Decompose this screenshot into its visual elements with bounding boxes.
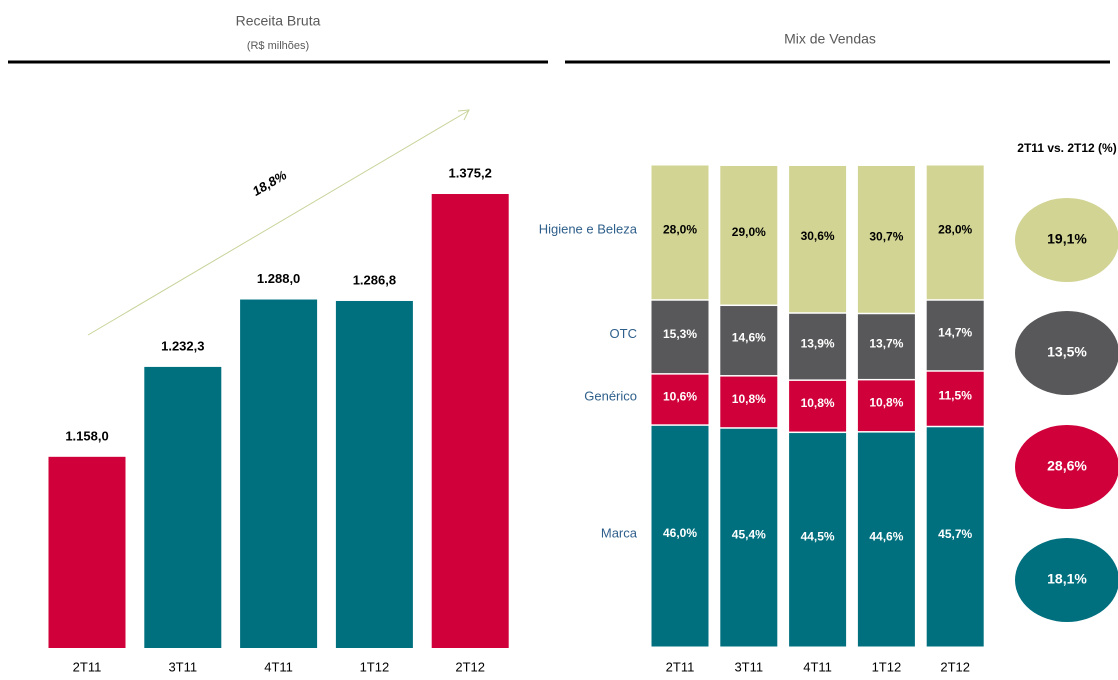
bar-segment [926,300,984,371]
series-label: Marca [601,525,638,540]
bar-segment [789,433,847,647]
bar-segment [651,300,709,374]
growth-annotation: 18,8% [250,167,290,199]
x-tick-label: 1T12 [360,659,390,674]
bar-segment [720,428,778,647]
chart-subtitle: (R$ milhões) [247,40,309,52]
chart-title: Receita Bruta [236,13,321,29]
bar-segment [857,165,915,313]
bar-segment [857,314,915,379]
x-tick-label: 2T11 [73,659,102,674]
bar-segment [926,371,984,426]
value-label: 30,7% [869,229,903,243]
bar-segment [857,380,915,432]
value-label: 1.375,2 [449,165,492,180]
arrow-head [457,109,470,121]
value-label: 1.232,3 [161,338,204,353]
bar-segment [720,306,778,376]
x-tick-label: 1T12 [872,659,902,674]
value-label: 10,6% [663,389,697,403]
series-label: Genérico [584,389,637,404]
x-tick-label: 2T12 [940,659,970,674]
x-tick-label: 3T11 [168,659,197,674]
value-label: 1.288,0 [257,271,300,286]
value-label: 1.286,8 [353,272,396,287]
bar-segment [720,165,778,305]
bar-segment [926,427,984,647]
bar-segment [651,425,709,647]
value-label: 15,3% [663,327,697,341]
change-circle [1015,538,1118,622]
value-label: 45,4% [732,528,766,542]
bar-segment [789,165,847,313]
change-circle [1015,311,1118,395]
bar [335,300,413,648]
bar-segment [651,165,709,300]
value-label: 14,6% [732,330,766,344]
x-tick-label: 3T11 [734,659,763,674]
series-label: OTC [610,326,637,341]
change-circle [1015,425,1118,509]
value-label: 1.158,0 [65,428,108,443]
value-label: 11,5% [939,389,973,403]
value-label: 46,0% [663,526,697,540]
trend-arrow [87,110,469,336]
value-label: 10,8% [801,396,835,410]
bar-segment [789,380,847,432]
bar-segment [789,313,847,380]
value-label: 30,6% [801,229,835,243]
bar [144,366,222,648]
bar-segment [651,374,709,425]
value-label: 13,9% [801,337,835,351]
bar-segment [926,165,984,300]
value-label: 14,7% [938,325,972,339]
value-label: 44,6% [869,529,903,543]
x-tick-label: 4T11 [803,659,832,674]
value-label: 13,7% [869,337,903,351]
chart-title: Mix de Vendas [784,31,876,47]
bar [431,194,509,648]
value-label: 28,0% [938,222,972,236]
series-label: Higiene e Beleza [539,222,638,237]
bar [240,299,318,648]
value-label: 10,8% [869,396,903,410]
bar-segment [857,432,915,647]
change-title: 2T11 vs. 2T12 (%) [1017,141,1117,155]
change-label: 13,5% [1047,344,1087,360]
value-label: 44,5% [801,530,835,544]
bar-segment [720,376,778,428]
value-label: 28,0% [663,222,697,236]
bar [48,456,126,648]
change-label: 18,1% [1047,571,1087,587]
x-tick-label: 2T11 [666,659,695,674]
change-label: 28,6% [1047,458,1087,474]
x-tick-label: 4T11 [264,659,293,674]
value-label: 45,7% [938,527,972,541]
value-label: 29,0% [732,225,766,239]
change-label: 19,1% [1047,231,1087,247]
value-label: 10,8% [732,392,766,406]
change-circle [1015,198,1118,282]
x-tick-label: 2T12 [455,659,485,674]
